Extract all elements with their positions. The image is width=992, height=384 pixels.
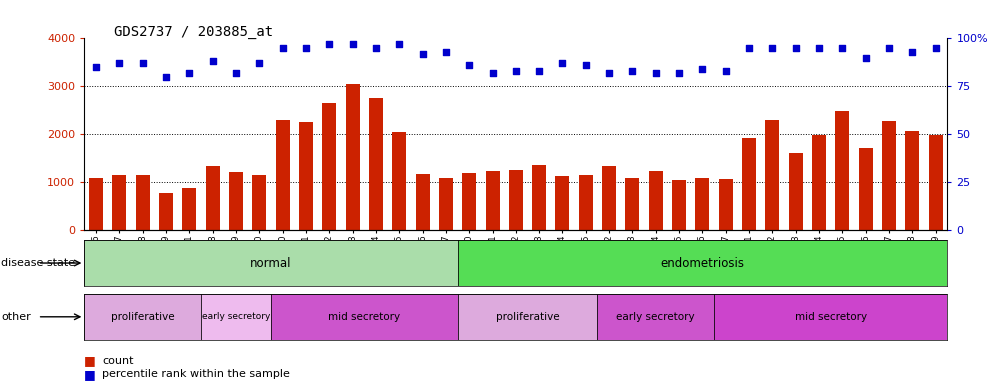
Text: other: other — [1, 312, 31, 322]
Point — [135, 60, 151, 66]
Bar — [457, 294, 597, 340]
Point — [368, 45, 384, 51]
Point — [811, 45, 827, 51]
Bar — [457, 240, 947, 286]
Bar — [416, 174, 430, 230]
Point — [251, 60, 267, 66]
Text: early secretory: early secretory — [201, 312, 270, 321]
Text: normal: normal — [250, 257, 292, 270]
Point — [555, 60, 570, 66]
Point — [88, 64, 104, 70]
Point — [788, 45, 804, 51]
Bar — [84, 294, 201, 340]
Text: early secretory: early secretory — [616, 312, 695, 322]
Bar — [695, 177, 709, 230]
Point — [694, 66, 710, 72]
Point — [344, 41, 360, 47]
Bar — [229, 172, 243, 230]
Bar — [742, 138, 756, 230]
Point — [111, 60, 127, 66]
Bar — [859, 148, 873, 230]
Point — [718, 68, 734, 74]
Bar — [714, 294, 947, 340]
Point — [484, 70, 500, 76]
Text: GDS2737 / 203885_at: GDS2737 / 203885_at — [114, 25, 273, 39]
Bar — [649, 171, 663, 230]
Point — [158, 74, 174, 80]
Text: count: count — [102, 356, 134, 366]
Point — [578, 62, 594, 68]
Bar — [556, 176, 569, 230]
Point — [625, 68, 641, 74]
Bar — [392, 132, 406, 230]
Bar — [929, 135, 942, 230]
Bar — [201, 294, 271, 340]
Point — [391, 41, 407, 47]
Bar — [84, 240, 457, 286]
Point — [204, 58, 220, 65]
Bar — [626, 178, 640, 230]
Point — [275, 45, 291, 51]
Point — [905, 49, 921, 55]
Bar — [835, 111, 849, 230]
Point — [228, 70, 244, 76]
Text: mid secretory: mid secretory — [795, 312, 867, 322]
Bar — [345, 84, 359, 230]
Point — [532, 68, 548, 74]
Point — [415, 51, 431, 57]
Point — [741, 45, 757, 51]
Point — [298, 45, 313, 51]
Text: percentile rank within the sample: percentile rank within the sample — [102, 369, 290, 379]
Text: ■: ■ — [84, 354, 96, 367]
Bar — [597, 294, 714, 340]
Bar — [719, 179, 733, 230]
Point — [928, 45, 943, 51]
Bar — [89, 177, 103, 230]
Point — [834, 45, 850, 51]
Bar — [766, 119, 780, 230]
Bar — [299, 122, 312, 230]
Point — [461, 62, 477, 68]
Bar — [183, 188, 196, 230]
Bar — [205, 166, 219, 230]
Point — [881, 45, 897, 51]
Text: proliferative: proliferative — [496, 312, 559, 322]
Bar — [673, 180, 686, 230]
Point — [508, 68, 524, 74]
Bar — [159, 193, 173, 230]
Bar — [271, 294, 457, 340]
Bar — [136, 175, 150, 230]
Bar — [812, 135, 826, 230]
Bar — [906, 131, 920, 230]
Bar — [462, 173, 476, 230]
Point — [648, 70, 664, 76]
Bar — [485, 171, 500, 230]
Bar — [532, 165, 547, 230]
Point — [858, 55, 874, 61]
Bar — [276, 121, 290, 230]
Point — [601, 70, 617, 76]
Bar — [438, 177, 453, 230]
Bar — [369, 98, 383, 230]
Bar — [509, 170, 523, 230]
Text: disease state: disease state — [1, 258, 75, 268]
Point — [672, 70, 687, 76]
Bar — [112, 175, 126, 230]
Bar — [602, 166, 616, 230]
Text: mid secretory: mid secretory — [328, 312, 401, 322]
Bar — [252, 175, 266, 230]
Point — [182, 70, 197, 76]
Bar — [322, 103, 336, 230]
Point — [321, 41, 337, 47]
Text: ■: ■ — [84, 368, 96, 381]
Point — [765, 45, 781, 51]
Bar — [578, 175, 593, 230]
Bar — [789, 152, 803, 230]
Text: proliferative: proliferative — [111, 312, 175, 322]
Text: endometriosis: endometriosis — [661, 257, 744, 270]
Point — [437, 49, 453, 55]
Bar — [882, 121, 896, 230]
